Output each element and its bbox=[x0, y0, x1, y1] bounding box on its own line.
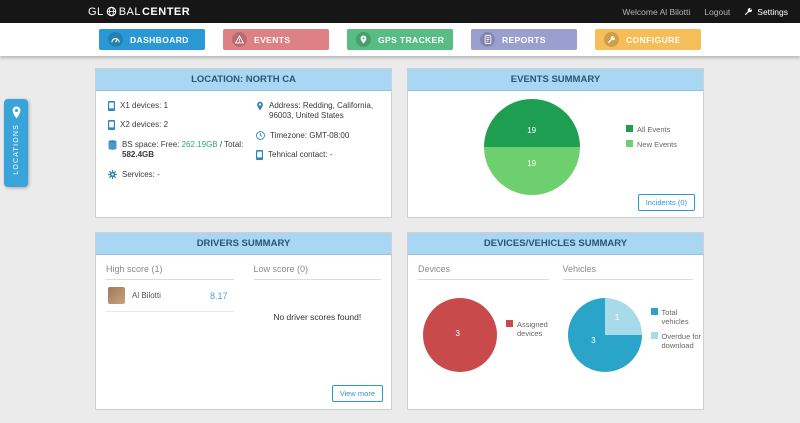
top-header-bar: GL BAL CENTER Welcome Al Bilotti Logout … bbox=[0, 0, 800, 23]
legend-overdue-download: Overdue for download bbox=[650, 332, 707, 350]
pin-icon bbox=[257, 101, 263, 111]
nav-reports-label: REPORTS bbox=[502, 34, 546, 45]
high-score-column: High score (1) Al Bilotti 8.17 bbox=[106, 264, 234, 400]
vehicles-pie-chart: 3 1 bbox=[567, 298, 642, 372]
drivers-summary-panel: DRIVERS SUMMARY High score (1) Al Bilott… bbox=[95, 232, 392, 410]
all-events-swatch bbox=[626, 125, 633, 132]
logo-text-gl: GL bbox=[88, 5, 104, 18]
driver-name: Al Bilotti bbox=[132, 291, 161, 300]
devices-header: Devices bbox=[418, 264, 549, 280]
vehicles-legend: Total vehicles Overdue for download bbox=[650, 308, 707, 350]
events-panel-title: EVENTS SUMMARY bbox=[408, 69, 703, 91]
vehicles-header: Vehicles bbox=[562, 264, 693, 280]
low-score-column: Low score (0) No driver scores found! bbox=[253, 264, 381, 400]
legend-new-events: New Events bbox=[626, 140, 677, 149]
address-value: Redding, California, 96003, United State… bbox=[269, 101, 374, 121]
location-panel: LOCATION: NORTH CA X1 devices: 1 X2 devi… bbox=[95, 68, 392, 218]
vehicles-column: Vehicles 3 1 Total vehicles Overdue for … bbox=[562, 264, 701, 400]
devices-panel-title: DEVICES/VEHICLES SUMMARY bbox=[408, 233, 703, 255]
devices-pie-chart: 3 bbox=[423, 298, 497, 372]
no-scores-message: No driver scores found! bbox=[273, 312, 362, 322]
events-pie-all-value: 19 bbox=[527, 125, 537, 135]
drivers-panel-title: DRIVERS SUMMARY bbox=[96, 233, 391, 255]
wrench-icon bbox=[745, 7, 753, 16]
devices-pie-value: 3 bbox=[455, 329, 460, 339]
report-icon bbox=[480, 32, 495, 47]
events-legend: All Events New Events bbox=[626, 125, 677, 149]
settings-link[interactable]: Settings bbox=[744, 7, 788, 17]
sidebar-locations-tab[interactable]: LOCATIONS bbox=[4, 99, 28, 187]
gear-icon bbox=[108, 169, 117, 179]
main-navbar: DASHBOARD EVENTS GPS TRACKER REPORTS CON… bbox=[0, 23, 800, 56]
total-vehicles-swatch bbox=[650, 308, 658, 315]
nav-dashboard-label: DASHBOARD bbox=[130, 34, 189, 45]
nav-events-button[interactable]: EVENTS bbox=[223, 29, 329, 50]
legend-assigned-devices: Assigned devices bbox=[506, 320, 560, 338]
legend-all-events: All Events bbox=[626, 125, 677, 134]
drivers-panel-body: High score (1) Al Bilotti 8.17 Low score… bbox=[96, 255, 391, 409]
warning-icon bbox=[232, 32, 247, 47]
nav-events-label: EVENTS bbox=[254, 34, 291, 45]
vehicles-pie-total-value: 3 bbox=[591, 336, 596, 346]
technical-contact-row: Tehnical contact: - bbox=[256, 150, 383, 161]
device-icon bbox=[108, 120, 115, 131]
address-row: Address: Redding, California, 96003, Uni… bbox=[256, 101, 383, 122]
incidents-button[interactable]: Incidents (0) bbox=[637, 194, 695, 211]
location-pin-icon bbox=[12, 106, 20, 119]
overdue-download-swatch bbox=[650, 332, 658, 339]
location-panel-title: LOCATION: NORTH CA bbox=[96, 69, 391, 91]
vehicles-pie-overdue-value: 1 bbox=[614, 312, 620, 322]
assigned-devices-swatch bbox=[506, 320, 513, 327]
clock-icon bbox=[256, 130, 265, 140]
phone-icon bbox=[256, 150, 263, 161]
events-pie-new-value: 19 bbox=[527, 159, 537, 169]
services-row: Services: - bbox=[108, 169, 256, 180]
database-icon bbox=[108, 139, 117, 150]
legend-total-vehicles: Total vehicles bbox=[650, 308, 707, 326]
contact-value: - bbox=[329, 150, 333, 160]
gps-pin-icon bbox=[356, 32, 371, 47]
driver-score: 8.17 bbox=[209, 290, 228, 301]
high-score-header: High score (1) bbox=[106, 264, 234, 280]
logo-text-bal: BAL bbox=[118, 5, 141, 18]
view-more-button[interactable]: View more bbox=[331, 385, 383, 402]
new-events-swatch bbox=[626, 140, 633, 147]
location-panel-body: X1 devices: 1 X2 devices: 2 BS space: Fr… bbox=[96, 91, 391, 180]
nav-gps-tracker-button[interactable]: GPS TRACKER bbox=[347, 29, 453, 50]
nav-reports-button[interactable]: REPORTS bbox=[471, 29, 577, 50]
bs-free-value: 262.19GB bbox=[181, 139, 218, 149]
nav-gps-tracker-label: GPS TRACKER bbox=[378, 34, 445, 45]
events-pie-chart: 19 19 bbox=[484, 99, 580, 195]
timezone-row: Timezone: GMT-08:00 bbox=[256, 131, 383, 141]
timezone-value: GMT-08:00 bbox=[309, 130, 350, 140]
driver-row[interactable]: Al Bilotti 8.17 bbox=[106, 280, 234, 312]
logout-link[interactable]: Logout bbox=[704, 6, 731, 17]
nav-dashboard-button[interactable]: DASHBOARD bbox=[99, 29, 205, 50]
topbar-right: Welcome Al Bilotti Logout Settings bbox=[622, 7, 788, 17]
x2-devices-row: X2 devices: 2 bbox=[108, 120, 256, 131]
welcome-text: Welcome Al Bilotti bbox=[622, 6, 691, 17]
events-summary-panel: EVENTS SUMMARY 19 19 All Events New Even… bbox=[407, 68, 704, 218]
x1-devices-row: X1 devices: 1 bbox=[108, 101, 256, 111]
devices-column: Devices 3 Assigned devices bbox=[418, 264, 549, 400]
locations-tab-label: LOCATIONS bbox=[12, 124, 20, 175]
devices-vehicles-panel: DEVICES/VEHICLES SUMMARY Devices 3 Assig… bbox=[407, 232, 704, 410]
nav-configure-label: CONFIGURE bbox=[626, 34, 681, 45]
app-logo: GL BAL CENTER bbox=[88, 6, 190, 18]
device-icon bbox=[108, 101, 115, 111]
low-score-header: Low score (0) bbox=[253, 264, 381, 280]
nav-configure-button[interactable]: CONFIGURE bbox=[595, 29, 701, 50]
settings-label: Settings bbox=[757, 6, 788, 17]
bs-space-row: BS space: Free: 262.19GB / Total: 582.4G… bbox=[108, 140, 256, 161]
wrench-icon bbox=[604, 32, 619, 47]
events-panel-body: 19 19 All Events New Events Incidents (0… bbox=[408, 91, 703, 217]
globe-icon bbox=[106, 6, 116, 17]
devices-legend: Assigned devices bbox=[506, 320, 560, 338]
gauge-icon bbox=[108, 32, 123, 47]
driver-avatar bbox=[108, 287, 125, 304]
devices-panel-body: Devices 3 Assigned devices Vehicles 3 1 bbox=[408, 255, 703, 409]
bs-total-value: 582.4GB bbox=[122, 150, 155, 160]
logo-text-center: CENTER bbox=[141, 5, 191, 18]
